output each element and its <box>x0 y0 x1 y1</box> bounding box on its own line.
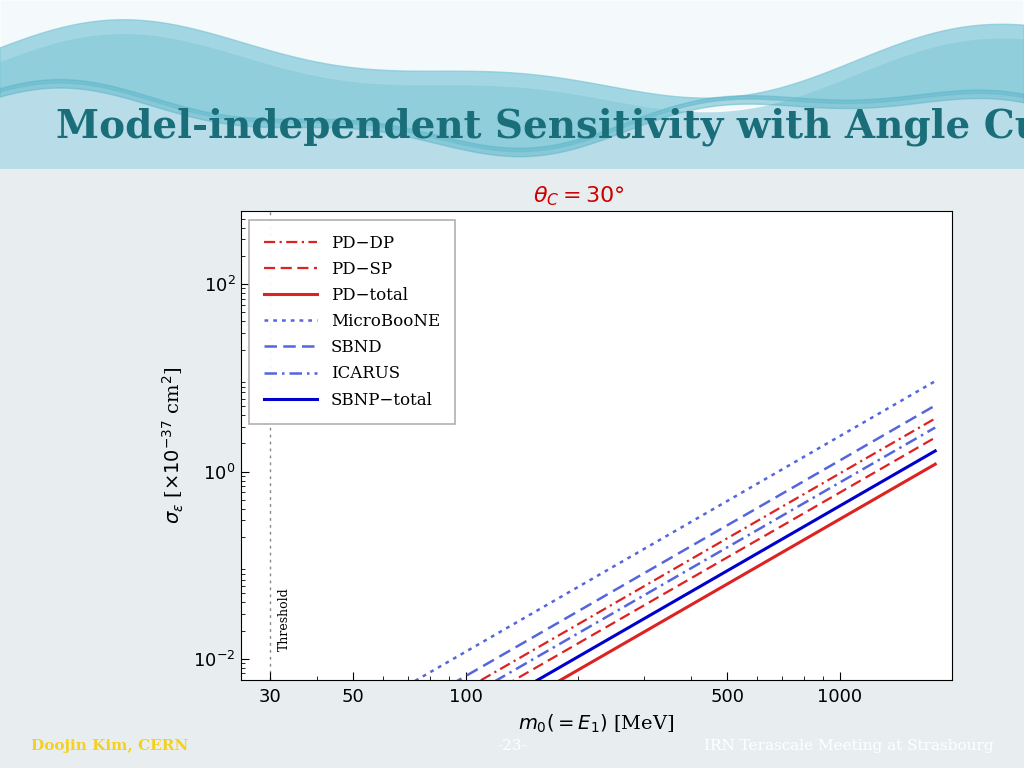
SBNP−total <box>815 512 827 521</box>
PD−SP <box>873 465 886 474</box>
ICARUS <box>739 532 752 541</box>
MicroBooNE <box>873 409 886 418</box>
PD−DP <box>622 591 634 600</box>
MicroBooNE <box>622 554 634 563</box>
PD−SP <box>739 542 752 551</box>
PD−DP <box>529 644 542 654</box>
PD−total <box>529 690 542 700</box>
MicroBooNE <box>815 442 827 452</box>
Text: -23-: -23- <box>498 739 526 753</box>
Line: SBNP−total: SBNP−total <box>271 451 935 768</box>
MicroBooNE <box>656 534 669 543</box>
Line: MicroBooNE: MicroBooNE <box>271 381 935 764</box>
SBND <box>873 432 886 442</box>
SBND <box>815 466 827 475</box>
PD−SP <box>656 590 669 599</box>
Line: PD−DP: PD−DP <box>271 419 935 768</box>
X-axis label: $m_0(=E_1)$ [MeV]: $m_0(=E_1)$ [MeV] <box>518 713 675 735</box>
PD−total <box>622 637 634 646</box>
PD−total <box>929 459 941 468</box>
Text: Doojin Kim, CERN: Doojin Kim, CERN <box>31 739 188 753</box>
SBND <box>739 510 752 519</box>
SBNP−total <box>529 677 542 686</box>
Text: IRN Terascale Meeting at Strasbourg: IRN Terascale Meeting at Strasbourg <box>703 739 993 753</box>
Text: Model-independent Sensitivity with Angle Cut: Model-independent Sensitivity with Angle… <box>56 108 1024 146</box>
PD−total <box>739 569 752 578</box>
MicroBooNE <box>929 376 941 386</box>
PD−SP <box>815 498 827 508</box>
Line: SBND: SBND <box>271 406 935 768</box>
Line: PD−total: PD−total <box>271 464 935 768</box>
Text: Threshold: Threshold <box>279 588 291 651</box>
PD−total <box>815 525 827 535</box>
PD−DP <box>656 571 669 580</box>
SBND <box>529 631 542 641</box>
ICARUS <box>929 423 941 432</box>
PD−SP <box>622 610 634 619</box>
PD−DP <box>815 479 827 488</box>
SBNP−total <box>656 604 669 613</box>
Legend: PD−DP, PD−SP, PD−total, MicroBooNE, SBND, ICARUS, SBNP−total: PD−DP, PD−SP, PD−total, MicroBooNE, SBND… <box>249 220 455 423</box>
PD−DP <box>929 414 941 423</box>
SBNP−total <box>739 556 752 565</box>
MicroBooNE <box>529 607 542 617</box>
ICARUS <box>529 654 542 663</box>
PD−DP <box>873 445 886 455</box>
MicroBooNE <box>739 486 752 495</box>
Line: ICARUS: ICARUS <box>271 428 935 768</box>
Text: $\theta_C = 30°$: $\theta_C = 30°$ <box>532 184 625 207</box>
PD−total <box>656 617 669 626</box>
ICARUS <box>622 600 634 609</box>
SBND <box>622 578 634 587</box>
PD−total <box>873 492 886 501</box>
SBND <box>929 401 941 410</box>
SBNP−total <box>622 624 634 633</box>
PD−SP <box>929 433 941 442</box>
SBNP−total <box>929 446 941 455</box>
ICARUS <box>873 455 886 464</box>
ICARUS <box>815 488 827 498</box>
PD−SP <box>529 664 542 673</box>
PD−DP <box>739 523 752 532</box>
SBNP−total <box>873 478 886 488</box>
Y-axis label: $\sigma_\epsilon$ [$\times 10^{-37}$ cm$^2$]: $\sigma_\epsilon$ [$\times 10^{-37}$ cm$… <box>161 366 186 525</box>
Line: PD−SP: PD−SP <box>271 438 935 768</box>
MicroBooNE <box>265 760 278 768</box>
SBND <box>656 558 669 567</box>
ICARUS <box>656 580 669 589</box>
